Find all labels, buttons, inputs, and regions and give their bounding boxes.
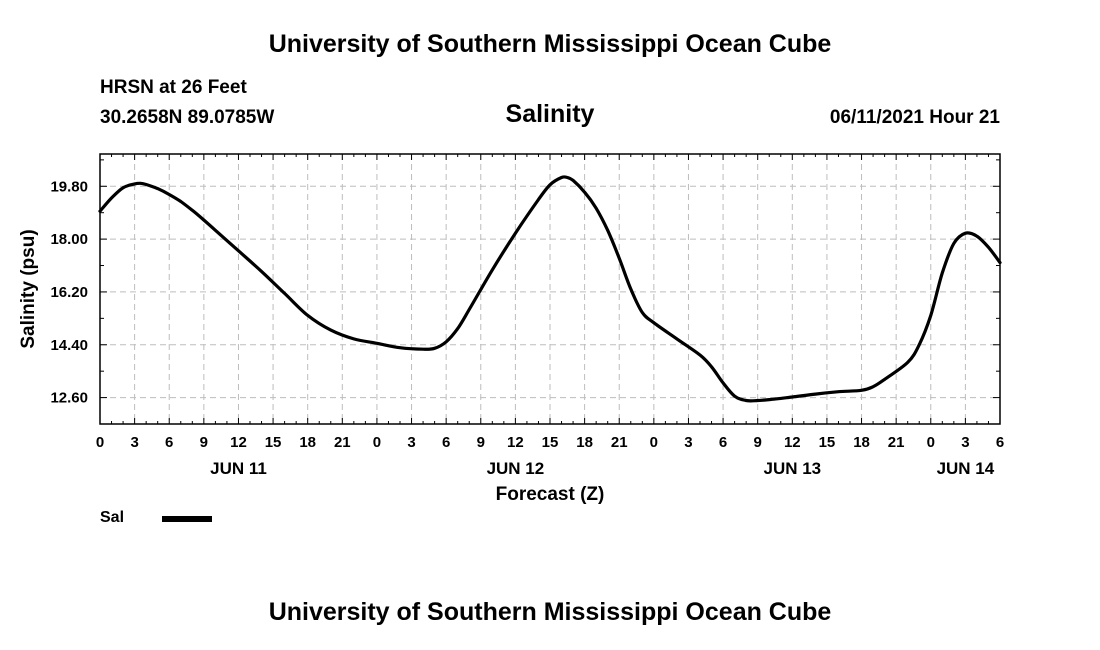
y-axis-label: Salinity (psu) [18, 229, 39, 348]
x-tick-label: 18 [853, 434, 870, 451]
x-tick-label: 0 [650, 434, 658, 451]
x-tick-label: 3 [961, 434, 969, 451]
x-tick-label: 18 [299, 434, 316, 451]
x-tick-label: 12 [230, 434, 247, 451]
x-tick-label: 9 [477, 434, 485, 451]
day-label: JUN 14 [937, 459, 995, 478]
x-axis-label: Forecast (Z) [496, 484, 605, 505]
x-tick-label: 18 [576, 434, 593, 451]
x-tick-label: 6 [165, 434, 173, 451]
x-tick-label: 3 [407, 434, 415, 451]
y-tick-label: 14.40 [50, 337, 88, 354]
x-tick-label: 3 [684, 434, 692, 451]
x-tick-label: 3 [130, 434, 138, 451]
series-line-sal [98, 175, 1002, 403]
series-layer [98, 175, 1002, 403]
forecast-datetime: 06/11/2021 Hour 21 [829, 107, 1000, 128]
x-tick-label: 12 [507, 434, 524, 451]
x-tick-label: 6 [719, 434, 727, 451]
station-label: HRSN at 26 Feet [100, 77, 247, 98]
y-tick-label: 19.80 [50, 178, 88, 195]
page-title: University of Southern Mississippi Ocean… [268, 30, 832, 58]
chart-title: Salinity [505, 100, 595, 128]
footer-title: University of Southern Mississippi Ocean… [268, 598, 832, 626]
x-tick-label: 0 [927, 434, 935, 451]
coordinates-label: 30.2658N 89.0785W [100, 107, 275, 128]
day-label: JUN 12 [487, 459, 545, 478]
y-tick-label: 16.20 [50, 284, 88, 301]
legend-swatch [162, 516, 212, 522]
x-tick-label: 12 [784, 434, 801, 451]
x-tick-label: 6 [996, 434, 1004, 451]
x-tick-label: 21 [611, 434, 628, 451]
tick-layer [99, 154, 1001, 424]
label-layer: 0 3 6 9 12 15 18 21 0 3 6 9 12 15 18 21 0 3 6 9 12 15 18 21 0 3 6 1… [18, 178, 1004, 505]
x-tick-label: 9 [754, 434, 762, 451]
day-label: JUN 13 [763, 459, 821, 478]
legend-label: Sal [100, 509, 125, 526]
x-tick-label: 0 [96, 434, 104, 451]
y-tick-label: 18.00 [50, 231, 88, 248]
day-label: JUN 11 [210, 459, 267, 478]
x-tick-label: 0 [373, 434, 381, 451]
x-tick-label: 9 [200, 434, 208, 451]
x-tick-label: 21 [888, 434, 905, 451]
grid-layer [100, 154, 1000, 424]
x-tick-label: 15 [819, 434, 836, 451]
x-tick-label: 21 [334, 434, 351, 451]
x-tick-label: 15 [542, 434, 559, 451]
y-tick-label: 12.60 [50, 390, 88, 407]
x-tick-label: 15 [265, 434, 282, 451]
x-tick-label: 6 [442, 434, 450, 451]
